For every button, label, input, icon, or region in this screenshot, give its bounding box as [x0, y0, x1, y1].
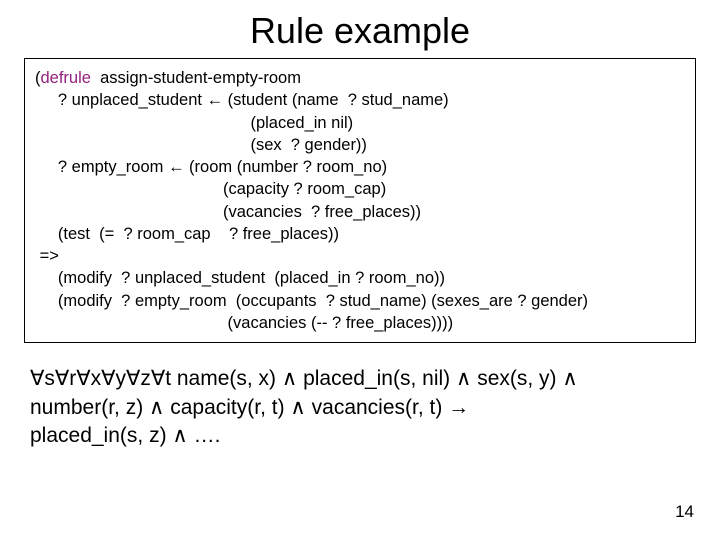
code-line-2: ? unplaced_student ← (student (name ? st…	[35, 89, 685, 111]
code-line-7: (vacancies ? free_places))	[35, 201, 685, 223]
code-line-3: (placed_in nil)	[35, 112, 685, 134]
code-line-12: (vacancies (-- ? free_places))))	[35, 312, 685, 334]
code-line-8: (test (= ? room_cap ? free_places))	[35, 223, 685, 245]
slide-title: Rule example	[24, 10, 696, 52]
code-line-1: (defrule assign-student-empty-room	[35, 67, 685, 89]
logic-line-1: ∀s∀r∀x∀y∀z∀t name(s, x) ∧ placed_in(s, n…	[30, 365, 690, 393]
defrule-keyword: defrule	[41, 69, 91, 87]
logic-line-2: number(r, z) ∧ capacity(r, t) ∧ vacancie…	[30, 394, 690, 422]
code-line-6: (capacity ? room_cap)	[35, 178, 685, 200]
code-line-5: ? empty_room ← (room (number ? room_no)	[35, 156, 685, 178]
page-number: 14	[675, 502, 694, 522]
logic-line-3: placed_in(s, z) ∧ ….	[30, 422, 690, 450]
rule-code-box: (defrule assign-student-empty-room ? unp…	[24, 58, 696, 343]
logic-formula: ∀s∀r∀x∀y∀z∀t name(s, x) ∧ placed_in(s, n…	[24, 365, 696, 450]
code-line-11: (modify ? empty_room (occupants ? stud_n…	[35, 290, 685, 312]
code-line-4: (sex ? gender))	[35, 134, 685, 156]
code-line-10: (modify ? unplaced_student (placed_in ? …	[35, 267, 685, 289]
code-line-9: =>	[35, 245, 685, 267]
